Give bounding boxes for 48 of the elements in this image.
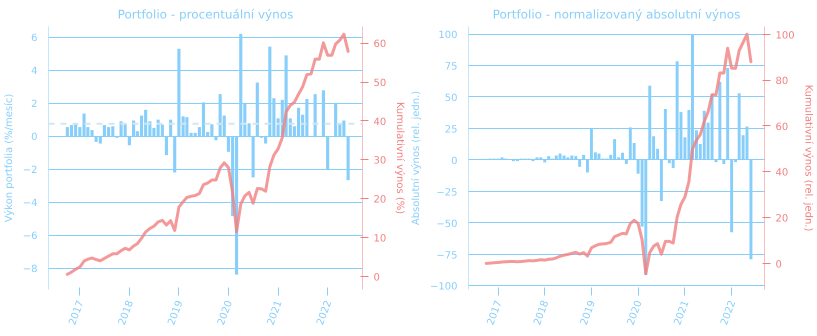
- y-tick-label: 6: [31, 33, 38, 44]
- x-tick-label: 2020: [216, 299, 236, 327]
- y-tick-label: −50: [436, 218, 458, 230]
- x-tick-label: 2019: [578, 299, 598, 327]
- y2-tick-label: 100: [776, 30, 795, 42]
- y-tick-label: −4: [22, 198, 38, 210]
- chart-title: Portfolio - normalizovaný absolutní výnos: [492, 8, 740, 22]
- y2-tick-label: 40: [374, 116, 386, 128]
- y-tick-label: −25: [436, 187, 458, 198]
- y-tick-label: 2: [31, 99, 38, 110]
- x-tick-label: 2020: [626, 299, 645, 327]
- x-tick-label: 2019: [166, 299, 186, 327]
- y2-tick-label: 30: [374, 156, 386, 167]
- y-tick-label: −2: [22, 165, 38, 176]
- y2-axis-title: Kumulativní výnos (%): [394, 102, 406, 214]
- y-axis-title: Výkon portfolia (%/mesíc): [4, 94, 15, 222]
- y2-tick-label: 10: [374, 233, 386, 244]
- y-tick-label: 25: [444, 124, 458, 136]
- y2-tick-label: 60: [776, 122, 788, 133]
- y-tick-label: −6: [22, 231, 38, 242]
- y-tick-label: −100: [430, 282, 458, 293]
- y-tick-label: 50: [444, 92, 458, 104]
- x-tick-label: 2021: [672, 299, 692, 327]
- y-tick-label: 0: [31, 132, 38, 144]
- x-tick-label: 2022: [719, 299, 738, 327]
- y-tick-label: 100: [438, 30, 458, 42]
- y2-tick-label: 0: [776, 259, 782, 270]
- y2-tick-label: 50: [374, 78, 386, 90]
- x-tick-label: 2017: [67, 299, 86, 327]
- y2-axis-title: Kumulativní výnos (rel. jedn.): [802, 84, 814, 232]
- y-tick-label: 0: [451, 156, 458, 167]
- y-axis-title: Absolutní výnos (rel. jedn.): [411, 90, 422, 226]
- x-tick-label: 2018: [532, 299, 552, 327]
- x-tick-label: 2021: [266, 299, 285, 327]
- y2-tick-label: 0: [374, 272, 380, 284]
- y2-tick-label: 80: [776, 76, 788, 88]
- y-tick-label: −8: [22, 264, 38, 276]
- y2-tick-label: 20: [374, 194, 386, 206]
- y2-tick-label: 20: [776, 214, 788, 225]
- x-tick-label: 2017: [486, 299, 505, 327]
- y2-tick-label: 40: [776, 168, 788, 179]
- y-tick-label: −75: [436, 250, 458, 262]
- x-tick-label: 2022: [315, 299, 334, 327]
- x-tick-label: 2018: [116, 299, 136, 327]
- y2-tick-label: 60: [374, 39, 386, 50]
- chart-title: Portfolio - procentuální výnos: [118, 8, 294, 22]
- y-tick-label: 75: [444, 62, 458, 73]
- y-tick-label: 4: [31, 66, 38, 78]
